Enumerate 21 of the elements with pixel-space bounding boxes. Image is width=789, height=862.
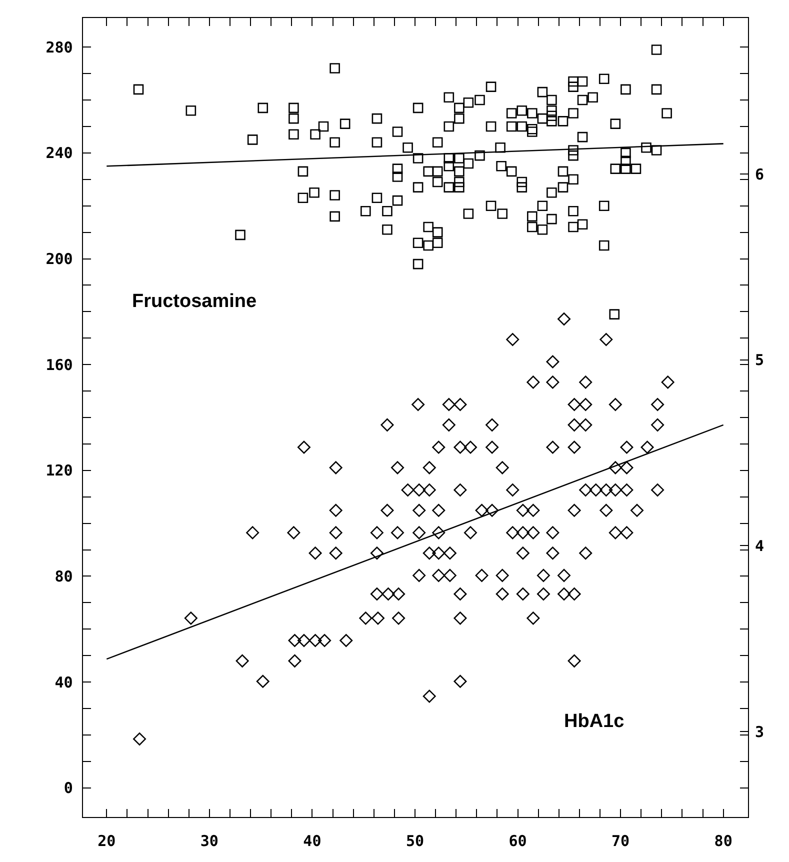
x-tick-label: 80 <box>714 832 732 850</box>
text: Fructosamine <box>132 291 257 312</box>
x-tick-label: 30 <box>200 832 218 850</box>
y2-tick-label: 5 <box>755 351 764 370</box>
x-tick-label: 50 <box>406 832 424 850</box>
x-tick-label: 60 <box>508 832 527 850</box>
y2-tick-label: 4 <box>755 536 764 555</box>
x-tick-label: 70 <box>612 832 630 850</box>
y-tick-label: 160 <box>46 356 73 374</box>
text: HbA1c <box>564 711 625 732</box>
y-tick-label: 120 <box>46 462 73 480</box>
x-tick-label: 40 <box>303 832 322 850</box>
y2-tick-label: 6 <box>755 165 764 184</box>
y-tick-label: 40 <box>54 673 73 692</box>
y2-tick-label: 3 <box>755 722 764 741</box>
y-tick-label: 240 <box>46 144 73 162</box>
y-tick-label: 280 <box>46 38 73 56</box>
y-tick-label: 80 <box>54 567 73 586</box>
y-tick-label: 200 <box>46 250 73 268</box>
y-tick-label: 0 <box>64 779 73 798</box>
x-tick-label: 20 <box>98 832 116 850</box>
